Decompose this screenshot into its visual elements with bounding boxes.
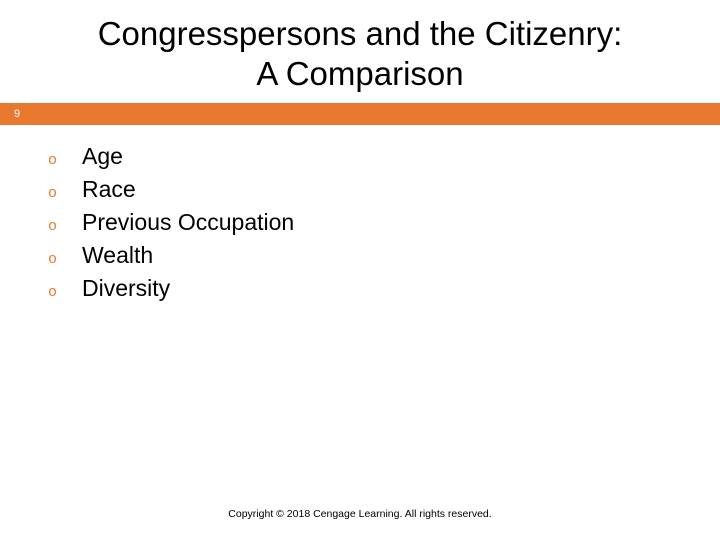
bullet-list: o Age o Race o Previous Occupation o Wea… [0,125,720,302]
bullet-icon: o [48,218,82,235]
bullet-icon: o [48,284,82,301]
bullet-icon: o [48,251,82,268]
list-item: o Wealth [48,242,720,269]
bullet-text: Diversity [82,275,170,302]
copyright-footer: Copyright © 2018 Cengage Learning. All r… [0,508,720,520]
list-item: o Race [48,176,720,203]
title-line-1: Congresspersons and the Citizenry: [98,15,623,52]
bullet-icon: o [48,185,82,202]
slide-title: Congresspersons and the Citizenry: A Com… [0,0,720,103]
bullet-text: Race [82,176,136,203]
slide-number: 9 [0,108,20,120]
bullet-text: Age [82,143,123,170]
bullet-text: Wealth [82,242,153,269]
list-item: o Age [48,143,720,170]
accent-bar: 9 [0,103,720,125]
list-item: o Previous Occupation [48,209,720,236]
bullet-text: Previous Occupation [82,209,294,236]
title-line-2: A Comparison [256,55,463,92]
list-item: o Diversity [48,275,720,302]
bullet-icon: o [48,152,82,169]
